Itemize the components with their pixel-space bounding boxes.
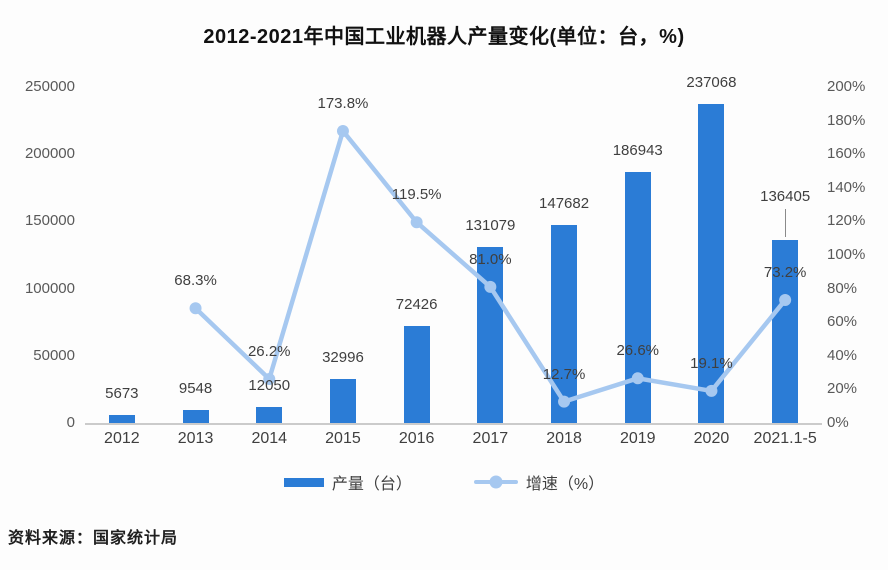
- growth-point-marker: [410, 216, 423, 229]
- growth-value-label: 73.2%: [763, 264, 807, 282]
- source-note: 资料来源：国家统计局: [8, 530, 179, 547]
- y-axis-right-tick: 120%: [827, 212, 866, 230]
- y-axis-left-tick: 0: [66, 414, 75, 431]
- y-axis-left-tick: 50000: [33, 346, 75, 364]
- bar-value-label: 136405: [760, 187, 811, 205]
- growth-point-marker: [189, 302, 202, 315]
- bar-value-label: 186943: [612, 141, 663, 159]
- production-bar: [329, 378, 356, 423]
- growth-value-label: 19.1%: [690, 354, 733, 372]
- production-bar: [403, 325, 430, 423]
- bar-value-label: 12050: [248, 376, 291, 394]
- chart-title: 2012-2021年中国工业机器人产量变化(单位：台，%): [203, 26, 685, 48]
- production-bar: [698, 104, 725, 423]
- y-axis-left-tick: 200000: [24, 145, 75, 163]
- bar-value-label: 131079: [465, 216, 516, 234]
- y-axis-right-tick: 100%: [827, 246, 866, 263]
- x-axis-label: 2019: [619, 430, 656, 447]
- y-axis-right-tick: 160%: [827, 145, 866, 163]
- bar-value-label: 5673: [105, 385, 139, 403]
- legend-label-growth: 增速（%）: [525, 476, 605, 493]
- line-swatch-icon: [473, 475, 518, 489]
- production-bar: [551, 224, 578, 423]
- bar-value-label: 32996: [322, 348, 364, 366]
- growth-value-label: 68.3%: [174, 272, 217, 290]
- line-marker-icon: [489, 475, 503, 489]
- y-axis-right-tick: 20%: [827, 380, 858, 398]
- growth-value-label: 173.8%: [317, 95, 369, 113]
- growth-value-label: 12.7%: [542, 365, 586, 383]
- growth-value-label: 26.6%: [616, 342, 660, 360]
- legend-item-growth: 增速（%）: [473, 470, 605, 494]
- production-bar: [182, 410, 209, 423]
- y-axis-right-tick: 200%: [827, 78, 866, 95]
- legend-item-production: 产量（台）: [283, 470, 412, 494]
- x-axis-label: 2016: [398, 430, 435, 447]
- y-axis-right-tick: 140%: [827, 178, 866, 196]
- y-axis-left-tick: 250000: [24, 78, 75, 95]
- bar-value-label: 237068: [686, 74, 737, 92]
- y-axis-left-tick: 100000: [24, 279, 75, 297]
- bar-value-label: 147682: [539, 194, 590, 212]
- bar-swatch-icon: [283, 477, 324, 487]
- y-axis-right-tick: 80%: [827, 279, 858, 297]
- label-leader-line: [785, 208, 787, 237]
- x-axis-label: 2013: [177, 430, 214, 447]
- growth-value-label: 26.2%: [247, 342, 291, 360]
- y-axis-right-tick: 40%: [827, 346, 858, 364]
- x-axis-label: 2014: [251, 430, 288, 447]
- x-axis-label: 2015: [325, 430, 361, 447]
- growth-value-label: 81.0%: [469, 250, 512, 268]
- bar-value-label: 9548: [178, 380, 213, 398]
- production-bar: [477, 246, 504, 423]
- growth-value-label: 119.5%: [391, 186, 442, 204]
- x-axis-line: [85, 423, 822, 425]
- y-axis-left-tick: 150000: [24, 212, 75, 230]
- y-axis-right-tick: 0%: [827, 414, 849, 431]
- legend-label-production: 产量（台）: [331, 476, 412, 493]
- x-axis-label: 2017: [472, 430, 509, 447]
- x-axis-label: 2012: [104, 430, 140, 447]
- x-axis-label: 2020: [693, 430, 730, 447]
- y-axis-right-tick: 180%: [827, 111, 866, 129]
- production-bar: [256, 406, 283, 423]
- legend: 产量（台） 增速（%）: [0, 470, 888, 494]
- x-axis-label: 2021.1-5: [753, 430, 817, 447]
- growth-point-marker: [336, 125, 349, 138]
- x-axis-label: 2018: [546, 430, 582, 447]
- production-bar: [624, 171, 651, 423]
- production-bar: [108, 415, 135, 423]
- y-axis-right-tick: 60%: [827, 313, 858, 331]
- bar-value-label: 72426: [395, 295, 438, 313]
